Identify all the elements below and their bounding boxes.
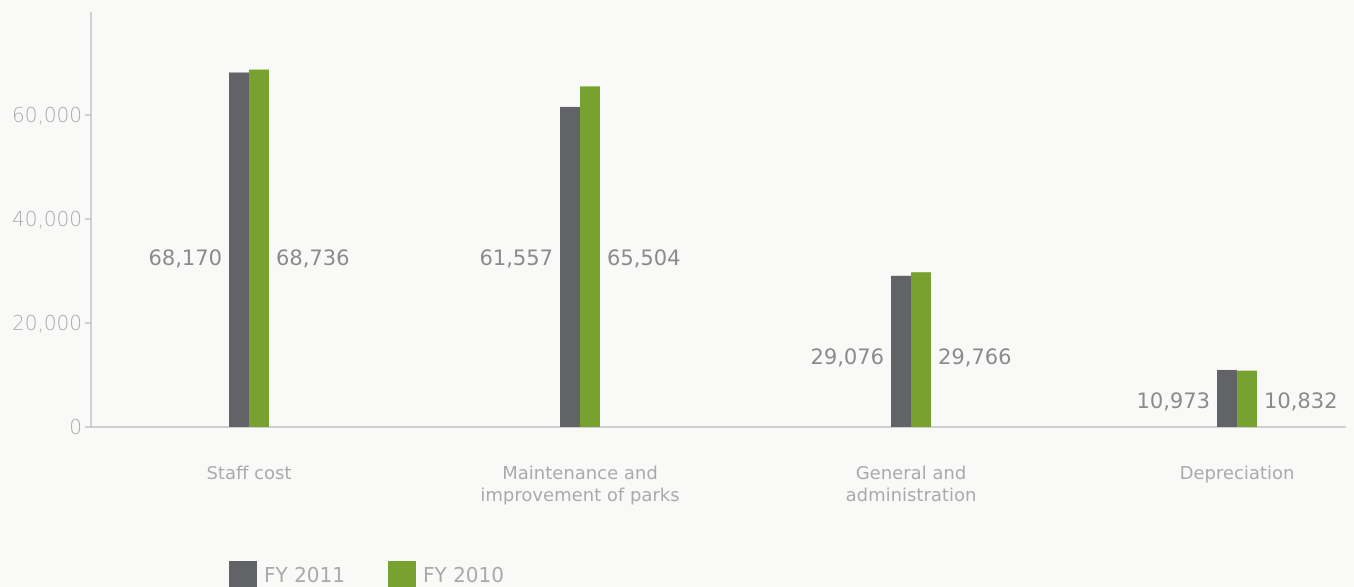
- category-label: Maintenance and: [502, 463, 658, 484]
- bar-fy2011: [229, 72, 249, 428]
- data-label-fy2011: 29,076: [811, 345, 884, 369]
- data-label-fy2010: 65,504: [607, 246, 680, 270]
- data-label-fy2011: 10,973: [1137, 389, 1210, 413]
- y-axis-ticks: 0 20,000 40,000 60,000: [12, 103, 91, 439]
- legend-swatch: [388, 561, 416, 587]
- data-labels: 68,170 68,736 61,557 65,504 29,076 29,766 10,9…: [149, 246, 1338, 413]
- category-label: General and: [856, 463, 967, 484]
- bar-fy2011: [891, 275, 911, 427]
- legend: FY 2011 FY 2010: [229, 561, 504, 587]
- data-label-fy2010: 29,766: [938, 345, 1011, 369]
- bar-fy2011: [560, 106, 580, 428]
- y-tick-label: 0: [69, 415, 82, 439]
- bar-fy2010: [911, 272, 931, 427]
- y-tick-label: 20,000: [12, 311, 82, 335]
- category-label: Depreciation: [1180, 463, 1295, 484]
- data-label-fy2011: 61,557: [480, 246, 553, 270]
- data-label-fy2010: 10,832: [1264, 389, 1337, 413]
- bar-fy2010: [580, 86, 600, 427]
- legend-label: FY 2011: [264, 563, 345, 587]
- legend-swatch: [229, 561, 257, 587]
- category-label: Staff cost: [207, 463, 292, 484]
- axes: [90, 12, 1346, 428]
- category-label: administration: [846, 485, 977, 506]
- data-label-fy2010: 68,736: [276, 246, 349, 270]
- category-label: improvement of parks: [480, 485, 679, 506]
- bar-fy2011: [1217, 369, 1237, 427]
- data-label-fy2011: 68,170: [149, 246, 222, 270]
- y-tick-label: 40,000: [12, 207, 82, 231]
- bar-fy2010: [249, 69, 269, 427]
- y-tick-label: 60,000: [12, 103, 82, 127]
- bars: [229, 69, 1257, 428]
- bar-fy2010: [1237, 370, 1257, 427]
- legend-label: FY 2010: [423, 563, 504, 587]
